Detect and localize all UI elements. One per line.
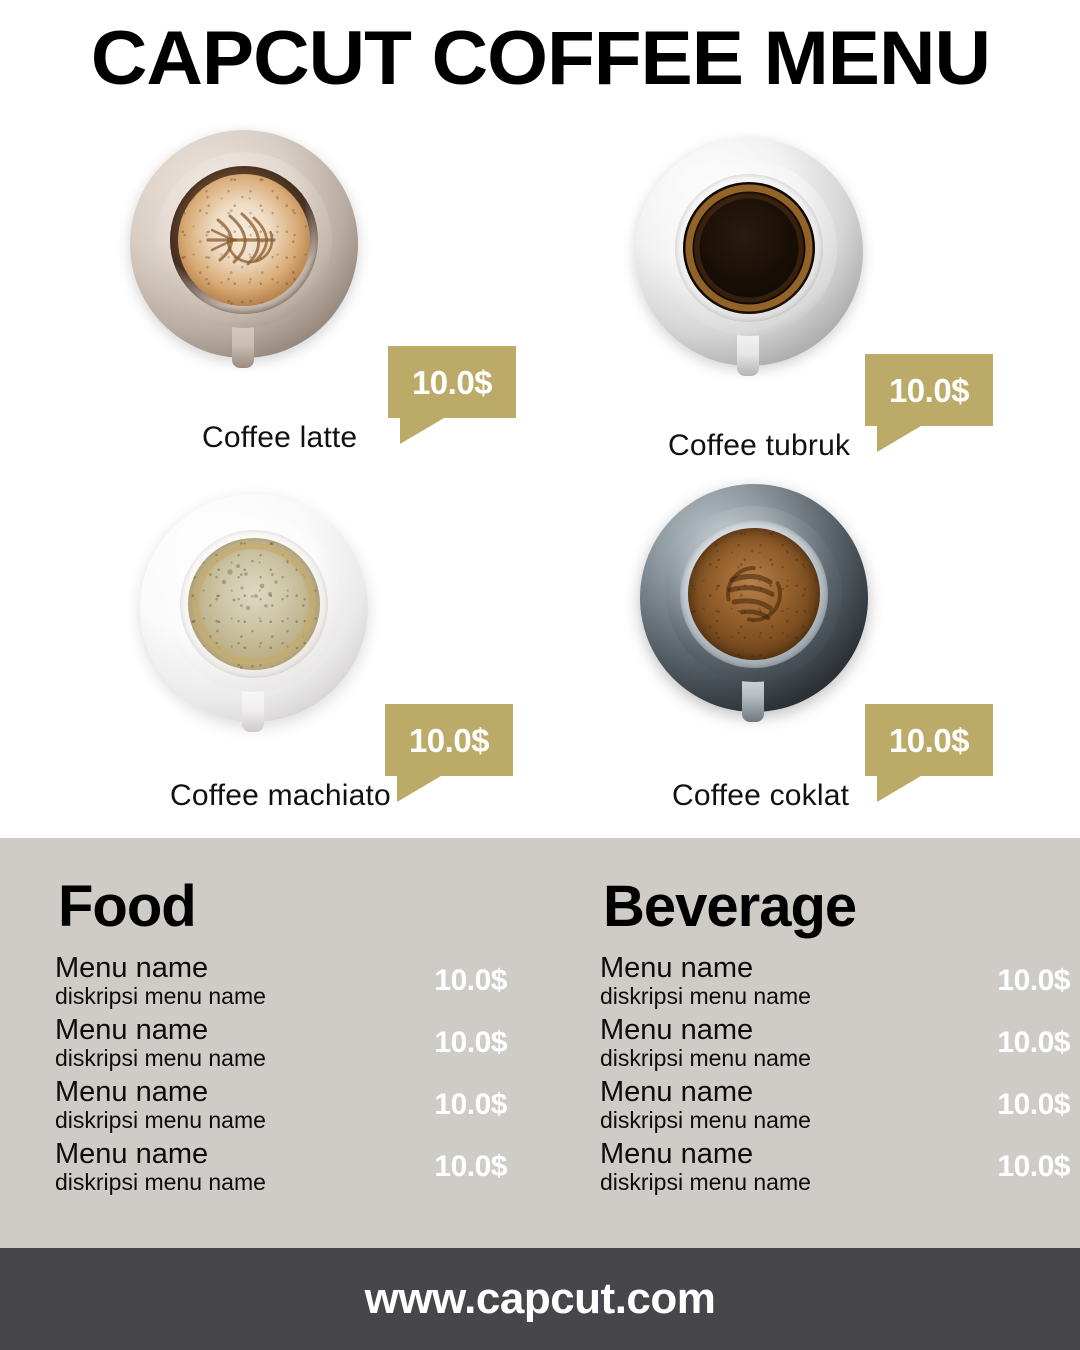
price-label: 10.0$ [888,371,970,409]
menu-row-texts: Menu name diskripsi menu name [600,1077,811,1133]
menu-row-texts: Menu name diskripsi menu name [600,1139,811,1195]
menu-columns: Food Menu name diskripsi menu name 10.0$… [0,838,1080,1248]
crema-ring-icon [685,184,813,312]
menu-column-beverage: Beverage Menu name diskripsi menu name 1… [600,878,1080,1198]
menu-item-name: Menu name [600,1076,754,1109]
menu-list-beverage: Menu name diskripsi menu name 10.0$ Menu… [600,950,1080,1198]
menu-item-description: diskripsi menu name [600,1106,811,1133]
menu-item-price: 10.0$ [434,1150,507,1183]
price-badge-coklat[interactable]: 10.0$ [865,704,993,802]
coffee-cup-black-icon [635,138,875,390]
menu-item-price: 10.0$ [434,1026,507,1059]
title-band: CAPCUT COFFEE MENU [0,0,1080,118]
foam-texture [178,174,310,306]
coffee-name-coklat: Coffee coklat [672,779,850,812]
coffee-card-latte[interactable]: 10.0$ Coffee latte [20,118,516,478]
menu-row[interactable]: Menu name diskripsi menu name 10.0$ [55,1012,545,1074]
menu-item-name: Menu name [55,952,209,985]
menu-item-name: Menu name [600,1014,754,1047]
menu-item-price: 10.0$ [434,964,507,997]
menu-item-price: 10.0$ [997,1026,1070,1059]
menu-item-name: Menu name [55,1076,209,1109]
price-label: 10.0$ [411,363,493,401]
menu-item-price: 10.0$ [997,1088,1070,1121]
menu-row[interactable]: Menu name diskripsi menu name 10.0$ [600,1074,1080,1136]
menu-row[interactable]: Menu name diskripsi menu name 10.0$ [600,1136,1080,1198]
coffee-liquid-shape [688,528,820,660]
menu-row-texts: Menu name diskripsi menu name [55,1077,266,1133]
menu-item-name: Menu name [55,1014,209,1047]
menu-row-texts: Menu name diskripsi menu name [55,953,266,1009]
coffee-liquid-shape [178,174,310,306]
coffee-name-tubruk: Coffee tubruk [668,429,851,462]
menu-item-name: Menu name [55,1138,209,1171]
footer-band: www.capcut.com [0,1248,1080,1350]
coffee-showcase-grid: 10.0$ Coffee latte 10.0$ Co [0,118,1080,838]
coffee-name-latte: Coffee latte [202,421,358,454]
menu-item-price: 10.0$ [997,964,1070,997]
coffee-cup-latte-icon [130,130,370,382]
coffee-card-machiato[interactable]: 10.0$ Coffee machiato [10,476,513,836]
price-label: 10.0$ [888,721,970,759]
menu-item-description: diskripsi menu name [600,982,811,1009]
page-title: CAPCUT COFFEE MENU [90,16,990,101]
menu-item-price: 10.0$ [997,1150,1070,1183]
coffee-card-coklat[interactable]: 10.0$ Coffee coklat [560,476,1040,836]
menu-row-texts: Menu name diskripsi menu name [55,1139,266,1195]
menu-item-description: diskripsi menu name [600,1044,811,1071]
price-badge-machiato[interactable]: 10.0$ [385,704,513,802]
coffee-card-tubruk[interactable]: 10.0$ Coffee tubruk [560,126,1040,486]
menu-list-food: Menu name diskripsi menu name 10.0$ Menu… [55,950,545,1198]
coffee-liquid-shape [683,182,815,314]
menu-row-texts: Menu name diskripsi menu name [600,953,811,1009]
menu-item-description: diskripsi menu name [600,1168,811,1195]
menu-row[interactable]: Menu name diskripsi menu name 10.0$ [55,950,545,1012]
coffee-liquid-shape [188,538,320,670]
menu-item-price: 10.0$ [434,1088,507,1121]
menu-item-description: diskripsi menu name [55,982,266,1009]
menu-item-description: diskripsi menu name [55,1168,266,1195]
menu-section: Food Menu name diskripsi menu name 10.0$… [0,838,1080,1248]
menu-row-texts: Menu name diskripsi menu name [600,1015,811,1071]
foam-texture [688,528,820,660]
menu-item-description: diskripsi menu name [55,1106,266,1133]
menu-heading-food: Food [58,874,197,939]
menu-row[interactable]: Menu name diskripsi menu name 10.0$ [55,1136,545,1198]
menu-heading-beverage: Beverage [603,874,857,939]
coffee-cup-machiato-icon [140,494,380,746]
footer-website-url[interactable]: www.capcut.com [364,1274,716,1323]
menu-row-texts: Menu name diskripsi menu name [55,1015,266,1071]
price-badge-tubruk[interactable]: 10.0$ [865,354,993,452]
coffee-cup-coklat-icon [640,484,880,736]
menu-item-description: diskripsi menu name [55,1044,266,1071]
price-badge-latte[interactable]: 10.0$ [388,346,516,444]
menu-item-name: Menu name [600,952,754,985]
price-label: 10.0$ [408,721,490,759]
menu-row[interactable]: Menu name diskripsi menu name 10.0$ [600,1012,1080,1074]
foam-texture [188,538,320,670]
menu-row[interactable]: Menu name diskripsi menu name 10.0$ [600,950,1080,1012]
coffee-name-machiato: Coffee machiato [170,779,391,812]
menu-item-name: Menu name [600,1138,754,1171]
menu-column-food: Food Menu name diskripsi menu name 10.0$… [55,878,545,1198]
menu-row[interactable]: Menu name diskripsi menu name 10.0$ [55,1074,545,1136]
